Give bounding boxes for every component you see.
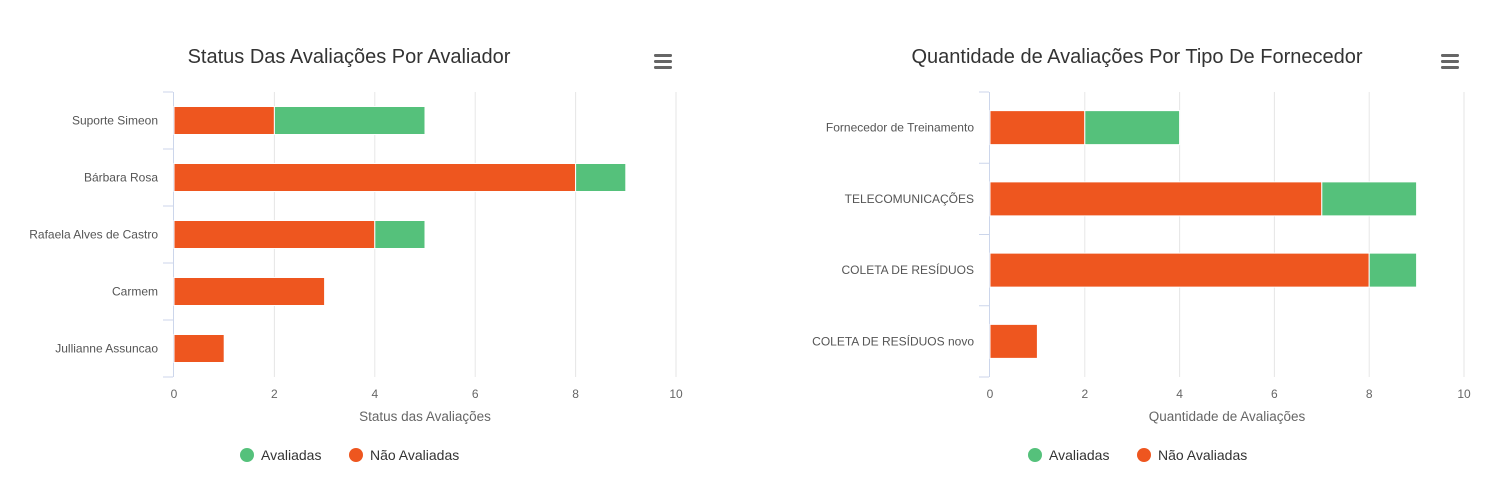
legend-label: Não Avaliadas [370, 447, 459, 463]
x-tick-label: 10 [669, 387, 683, 401]
bar-segment-nao-avaliadas[interactable] [989, 181, 1323, 217]
bar-segment-nao-avaliadas[interactable] [173, 334, 225, 363]
x-tick-label: 6 [1271, 387, 1278, 401]
legend-label: Avaliadas [1049, 447, 1109, 463]
category-label: COLETA DE RESÍDUOS novo [812, 333, 974, 348]
bar-segment-nao-avaliadas[interactable] [989, 323, 1038, 359]
category-label: Carmem [112, 285, 158, 299]
chart-title: Quantidade de Avaliações Por Tipo De For… [911, 46, 1362, 68]
bar-segment-avaliadas[interactable] [575, 163, 627, 192]
hamburger-menu-icon [654, 54, 672, 69]
x-tick-label: 4 [371, 387, 378, 401]
bar-segment-avaliadas[interactable] [273, 106, 426, 135]
legend-symbol [349, 448, 363, 462]
x-axis-title: Quantidade de Avaliações [1149, 409, 1306, 424]
chart-menu-button[interactable] [650, 50, 676, 74]
category-label: TELECOMUNICAÇÕES [845, 191, 974, 206]
bar-segment-nao-avaliadas[interactable] [989, 110, 1086, 146]
x-axis-title: Status das Avaliações [359, 409, 491, 424]
x-tick-label: 8 [1366, 387, 1373, 401]
bar-segment-nao-avaliadas[interactable] [173, 277, 326, 306]
legend-symbol [1028, 448, 1042, 462]
hamburger-menu-icon [1441, 54, 1459, 69]
bar-segment-avaliadas[interactable] [1084, 110, 1181, 146]
category-label: Jullianne Assuncao [55, 342, 158, 356]
x-tick-label: 6 [472, 387, 479, 401]
legend-item-avaliadas[interactable]: Avaliadas [1028, 447, 1109, 463]
legend-symbol [240, 448, 254, 462]
chart-svg: Quantidade de Avaliações Por Tipo De For… [812, 46, 1471, 463]
x-tick-label: 2 [271, 387, 278, 401]
bar-segment-nao-avaliadas[interactable] [989, 252, 1370, 288]
x-tick-label: 0 [171, 387, 178, 401]
category-label: Rafaela Alves de Castro [29, 228, 158, 242]
bar-segment-nao-avaliadas[interactable] [173, 163, 577, 192]
x-tick-label: 2 [1081, 387, 1088, 401]
chart-menu-button[interactable] [1437, 50, 1463, 74]
category-label: COLETA DE RESÍDUOS [842, 262, 974, 277]
legend-label: Avaliadas [261, 447, 321, 463]
legend-item-avaliadas[interactable]: Avaliadas [240, 447, 321, 463]
bar-segment-nao-avaliadas[interactable] [173, 106, 275, 135]
category-label: Suporte Simeon [72, 114, 158, 128]
bar-segment-avaliadas[interactable] [1368, 252, 1418, 288]
category-label: Fornecedor de Treinamento [826, 121, 974, 135]
legend-item-nao-avaliadas[interactable]: Não Avaliadas [1137, 447, 1247, 463]
legend-label: Não Avaliadas [1158, 447, 1247, 463]
chart-panel-avaliador: Status Das Avaliações Por Avaliador 0 2 4 6 8… [29, 46, 683, 463]
bar-segment-nao-avaliadas[interactable] [173, 220, 376, 249]
chart-title: Status Das Avaliações Por Avaliador [188, 46, 511, 68]
x-tick-label: 8 [572, 387, 579, 401]
category-label: Bárbara Rosa [84, 171, 158, 185]
bar-segment-avaliadas[interactable] [374, 220, 426, 249]
chart-panel-fornecedor: Quantidade de Avaliações Por Tipo De For… [753, 0, 1506, 489]
x-tick-label: 0 [987, 387, 994, 401]
chart-svg: Status Das Avaliações Por Avaliador 0 2 4 6 8… [29, 46, 683, 463]
x-tick-label: 4 [1176, 387, 1183, 401]
x-tick-label: 10 [1457, 387, 1471, 401]
legend-symbol [1137, 448, 1151, 462]
legend-item-nao-avaliadas[interactable]: Não Avaliadas [349, 447, 459, 463]
bar-segment-avaliadas[interactable] [1321, 181, 1418, 217]
